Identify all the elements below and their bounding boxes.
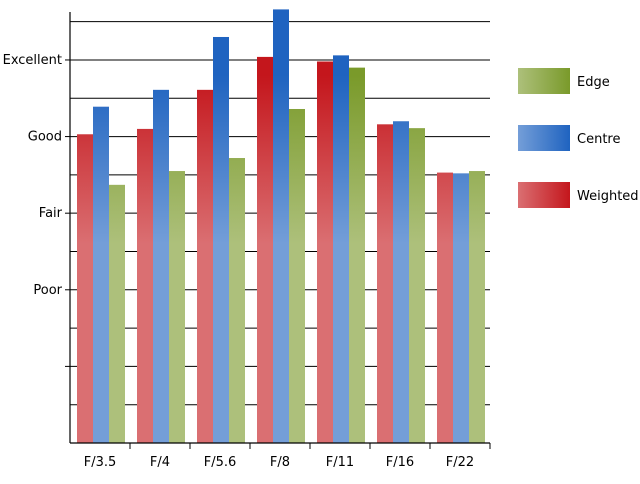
legend-label-edge: Edge <box>577 75 610 90</box>
x-tick-label-f-8: F/8 <box>270 455 290 470</box>
y-tick-label-good: Good <box>28 130 62 145</box>
bar-centre-f-4 <box>153 89 169 444</box>
x-tick-label-f-11: F/11 <box>326 455 354 470</box>
legend: Edge Centre Weighted <box>518 68 639 208</box>
y-tick-label-excellent: Excellent <box>3 53 62 68</box>
y-tick-label-fair: Fair <box>39 206 63 221</box>
bar-edge-f-8 <box>289 108 305 443</box>
legend-label-weighted: Weighted <box>577 189 639 204</box>
bar-weighted-f-3-5 <box>77 134 93 444</box>
bar-edge-f-16 <box>409 128 425 443</box>
bar-centre-f-3-5 <box>93 106 109 443</box>
bars <box>77 9 485 444</box>
bar-edge-f-4 <box>169 171 185 443</box>
bar-weighted-f-8 <box>257 56 273 444</box>
x-tick-label-f-16: F/16 <box>386 455 414 470</box>
bar-edge-f-11 <box>349 67 365 443</box>
bar-weighted-f-16 <box>377 124 393 444</box>
legend-label-centre: Centre <box>577 132 620 147</box>
bar-weighted-f-5-6 <box>197 89 213 444</box>
bar-centre-f-8 <box>273 9 289 444</box>
bar-edge-f-22 <box>469 171 485 443</box>
bar-centre-f-11 <box>333 55 349 443</box>
legend-swatch-centre <box>518 125 570 151</box>
x-tick-label-f-5-6: F/5.6 <box>204 455 237 470</box>
legend-swatch-weighted <box>518 182 570 208</box>
bar-edge-f-5-6 <box>229 158 245 443</box>
x-tick-label-f-22: F/22 <box>446 455 474 470</box>
x-tick-label-f-4: F/4 <box>150 455 170 470</box>
x-tick-label-f-3-5: F/3.5 <box>84 455 117 470</box>
bar-weighted-f-11 <box>317 61 333 443</box>
axes: Poor Fair Good Excellent F/3.5 F/4 F/5.6 F/8 F/1… <box>3 12 491 470</box>
bar-centre-f-16 <box>393 121 409 443</box>
bar-weighted-f-4 <box>137 128 153 444</box>
bar-weighted-f-22 <box>437 172 453 443</box>
legend-swatch-edge <box>518 68 570 94</box>
bar-centre-f-22 <box>453 173 469 444</box>
bar-edge-f-3-5 <box>109 184 125 443</box>
bar-centre-f-5-6 <box>213 36 229 443</box>
y-tick-label-poor: Poor <box>33 283 62 298</box>
